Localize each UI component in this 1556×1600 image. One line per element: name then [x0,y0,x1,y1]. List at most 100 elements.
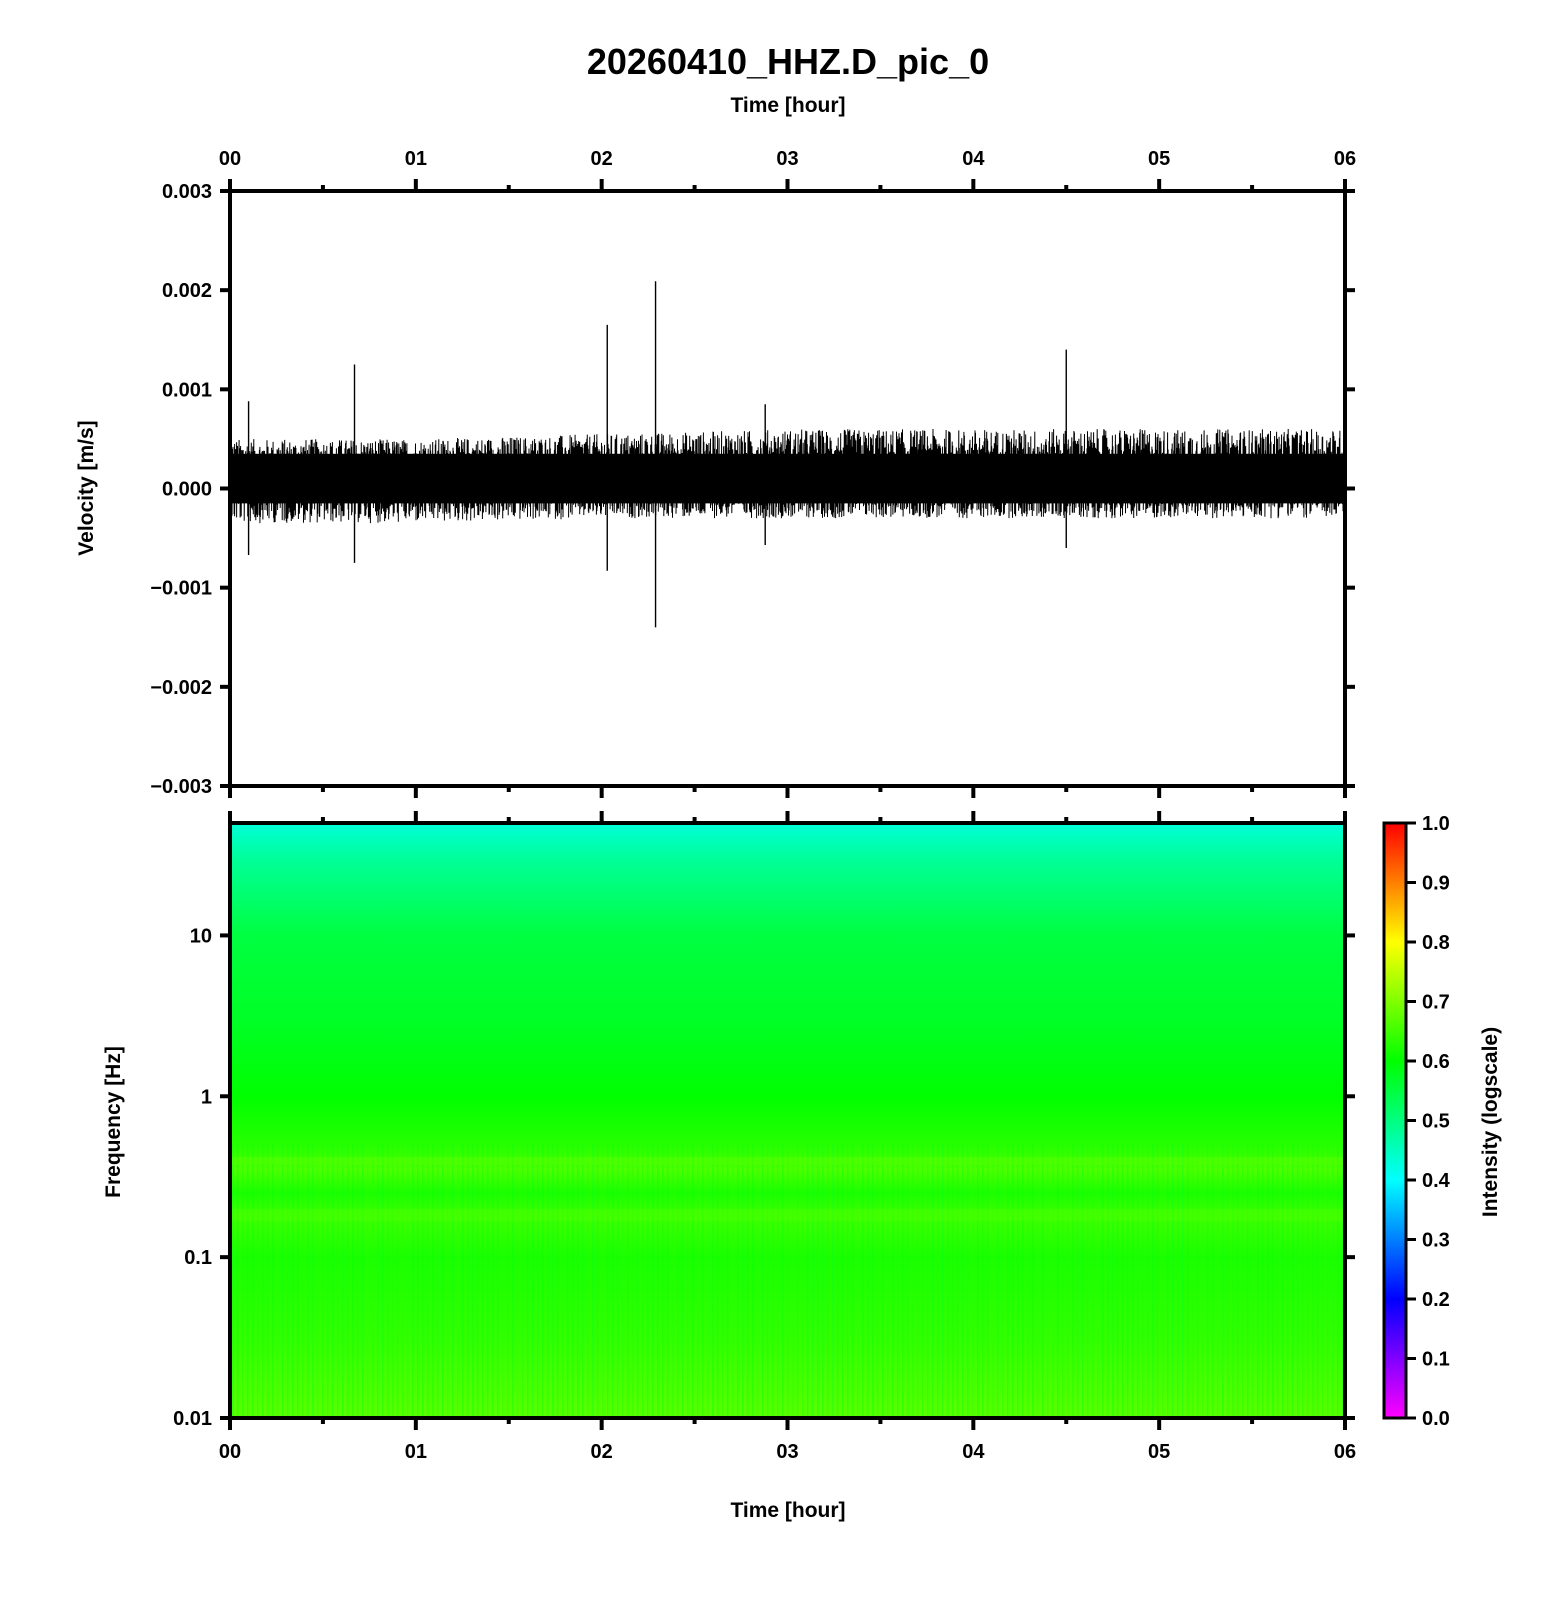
spectrogram-texture-stripe [732,1144,734,1418]
spectrogram-texture-stripe [1017,1144,1019,1418]
colorbar-tick-label: 0.1 [1422,1349,1450,1371]
spectrogram-texture-stripe [562,1144,564,1418]
spectrogram-energy-band [230,1156,1345,1165]
spectrogram-texture-stripe [817,1144,819,1418]
spectrogram-texture-stripe [977,1144,979,1418]
bottom-x-tick-label: 00 [219,1441,241,1463]
spectrogram-texture-stripe [617,1144,619,1418]
spectrogram-texture-stripe [507,1144,509,1418]
spectrogram-texture-stripe [1222,1144,1224,1418]
spectrogram-texture-stripe [597,1144,599,1418]
spectrogram-texture-stripe [362,1144,364,1418]
spectrogram-texture-stripe [427,1144,429,1418]
bottom-x-tick-label: 04 [962,1441,985,1463]
spectrogram-texture-stripe [742,1144,744,1418]
spectrogram-texture-stripe [302,1144,304,1418]
spectrogram-texture-stripe [602,1144,604,1418]
spectrogram-texture-stripe [432,1144,434,1418]
spectrogram-texture-stripe [352,1144,354,1418]
bottom-x-axis-label: Time [hour] [730,1499,845,1522]
spectrogram-texture-stripe [542,1144,544,1418]
spectrogram-texture-stripe [267,1144,269,1418]
spectrogram-texture-stripe [832,1144,834,1418]
waveform-axes: 00 01 02 03 04 05 06 0.003 0.002 0.001 0.000 −0.001… [150,148,1356,798]
spectrogram-texture-stripe [822,1144,824,1418]
spectrogram-texture-stripe [907,1144,909,1418]
spectrogram-texture-stripe [1137,1144,1139,1418]
spectrogram-texture-stripe [357,1144,359,1418]
frequency-tick-label: 1 [201,1086,212,1108]
spectrogram-texture-stripe [1272,1144,1274,1418]
spectrogram-texture-stripe [1142,1144,1144,1418]
spectrogram-texture-stripe [1312,1144,1314,1418]
spectrogram-texture-stripe [842,1144,844,1418]
spectrogram-texture-stripe [537,1144,539,1418]
spectrogram-texture-stripe [437,1144,439,1418]
spectrogram-texture-stripe [1162,1144,1164,1418]
spectrogram-texture-stripe [997,1144,999,1418]
colorbar-tick-label: 0.0 [1422,1408,1450,1430]
velocity-tick-label: 0.000 [162,479,212,501]
top-x-tick-label: 05 [1148,148,1170,170]
spectrogram-texture-stripe [757,1144,759,1418]
spectrogram-texture-stripe [982,1144,984,1418]
spectrogram-texture-stripe [237,1144,239,1418]
spectrogram-texture-stripe [342,1144,344,1418]
frequency-tick-label: 0.1 [184,1247,212,1269]
spectrogram-texture-stripe [552,1144,554,1418]
velocity-tick-label: 0.003 [162,181,212,203]
velocity-tick-label: 0.002 [162,280,212,302]
spectrogram-texture-stripe [887,1144,889,1418]
spectrogram-texture-stripe [1237,1144,1239,1418]
spectrogram-texture-stripe [657,1144,659,1418]
spectrogram-texture-stripe [1052,1144,1054,1418]
spectrogram-texture-stripe [902,1144,904,1418]
colorbar-tick-label: 0.3 [1422,1230,1450,1252]
spectrogram-texture-stripe [867,1144,869,1418]
spectrogram-texture-stripe [262,1144,264,1418]
velocity-tick-label: −0.001 [150,578,212,600]
spectrogram-texture-stripe [857,1144,859,1418]
spectrogram-texture-stripe [912,1144,914,1418]
spectrogram-texture-stripe [577,1144,579,1418]
spectrogram-texture-stripe [487,1144,489,1418]
velocity-tick-label: −0.002 [150,677,212,699]
spectrogram-texture-stripe [1092,1144,1094,1418]
velocity-tick-label: −0.003 [150,776,212,798]
chart-title: 20260410_HHZ.D_pic_0 [587,41,989,82]
spectrogram-texture [230,1144,1345,1418]
spectrogram-texture-stripe [1122,1144,1124,1418]
spectrogram-texture-stripe [772,1144,774,1418]
spectrogram-texture-stripe [1322,1144,1324,1418]
spectrogram-texture-stripe [1207,1144,1209,1418]
spectrogram-texture-stripe [532,1144,534,1418]
spectrogram-texture-stripe [677,1144,679,1418]
spectrogram-texture-stripe [1202,1144,1204,1418]
spectrogram-texture-stripe [1107,1144,1109,1418]
waveform-core-band [230,453,1345,504]
spectrogram-texture-stripe [272,1144,274,1418]
spectrogram-texture-stripe [932,1144,934,1418]
spectrogram-texture-stripe [412,1144,414,1418]
spectrogram-texture-stripe [417,1144,419,1418]
colorbar-tick-label: 1.0 [1422,813,1450,835]
spectrogram-texture-stripe [607,1144,609,1418]
colorbar: 1.0 0.9 0.8 0.7 0.6 0.5 0.4 0.3 0.2 0.1 0.0 Intens… [1382,813,1502,1430]
spectrogram-texture-stripe [1182,1144,1184,1418]
spectrogram-texture-stripe [1307,1144,1309,1418]
top-x-axis-label: Time [hour] [730,94,845,117]
spectrogram-texture-stripe [777,1144,779,1418]
spectrogram-texture-stripe [1337,1144,1339,1418]
spectrogram-texture-stripe [937,1144,939,1418]
spectrogram-texture-stripe [472,1144,474,1418]
spectrogram-texture-stripe [382,1144,384,1418]
spectrogram-texture-stripe [737,1144,739,1418]
colorbar-tick-label: 0.9 [1422,873,1450,895]
spectrogram-texture-stripe [1032,1144,1034,1418]
spectrogram-texture-stripe [762,1144,764,1418]
spectrogram-texture-stripe [1277,1144,1279,1418]
spectrogram-texture-stripe [847,1144,849,1418]
spectrogram-texture-stripe [317,1144,319,1418]
